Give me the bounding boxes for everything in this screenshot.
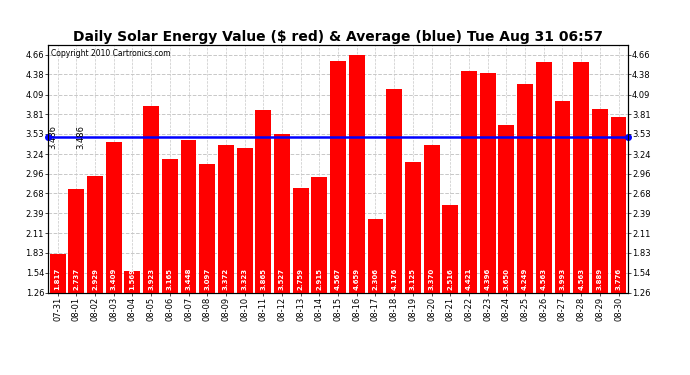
Bar — [498, 125, 514, 292]
Bar — [592, 109, 608, 292]
Title: Daily Solar Energy Value ($ red) & Average (blue) Tue Aug 31 06:57: Daily Solar Energy Value ($ red) & Avera… — [73, 30, 603, 44]
Text: 3.409: 3.409 — [110, 267, 117, 290]
Text: 3.527: 3.527 — [279, 268, 285, 290]
Text: 3.125: 3.125 — [410, 268, 416, 290]
Text: 2.929: 2.929 — [92, 268, 98, 290]
Text: 3.097: 3.097 — [204, 267, 210, 290]
Bar — [611, 117, 627, 292]
Text: 4.396: 4.396 — [484, 267, 491, 290]
Text: 3.889: 3.889 — [597, 267, 603, 290]
Text: 4.659: 4.659 — [354, 268, 359, 290]
Text: 3.776: 3.776 — [615, 268, 622, 290]
Text: 4.176: 4.176 — [391, 267, 397, 290]
Text: 2.516: 2.516 — [447, 268, 453, 290]
Bar — [480, 73, 495, 292]
Text: 3.370: 3.370 — [428, 267, 435, 290]
Bar — [50, 254, 66, 292]
Bar — [124, 271, 140, 292]
Text: 3.993: 3.993 — [560, 267, 566, 290]
Text: 3.865: 3.865 — [260, 268, 266, 290]
Bar — [144, 106, 159, 292]
Bar — [255, 110, 271, 292]
Bar — [181, 140, 197, 292]
Text: 1.817: 1.817 — [55, 267, 61, 290]
Bar — [405, 162, 421, 292]
Bar — [199, 164, 215, 292]
Bar — [368, 219, 384, 292]
Bar — [87, 176, 103, 292]
Text: 2.306: 2.306 — [373, 268, 379, 290]
Text: 2.915: 2.915 — [317, 268, 322, 290]
Text: 3.923: 3.923 — [148, 268, 154, 290]
Text: 3.486: 3.486 — [48, 125, 57, 149]
Bar — [293, 188, 308, 292]
Bar — [106, 142, 121, 292]
Bar — [237, 148, 253, 292]
Bar — [274, 134, 290, 292]
Text: 3.650: 3.650 — [504, 268, 509, 290]
Bar — [536, 62, 552, 292]
Text: 4.567: 4.567 — [335, 268, 341, 290]
Text: 4.249: 4.249 — [522, 267, 528, 290]
Bar — [218, 145, 234, 292]
Text: 3.486: 3.486 — [77, 125, 86, 149]
Text: 4.563: 4.563 — [541, 268, 546, 290]
Bar — [162, 159, 178, 292]
Text: 2.737: 2.737 — [73, 268, 79, 290]
Text: 3.372: 3.372 — [223, 268, 229, 290]
Text: 4.421: 4.421 — [466, 267, 472, 290]
Text: 3.165: 3.165 — [167, 268, 172, 290]
Bar — [386, 88, 402, 292]
Bar — [424, 145, 440, 292]
Bar — [461, 72, 477, 292]
Bar — [573, 62, 589, 292]
Bar — [442, 205, 458, 292]
Text: 3.323: 3.323 — [241, 268, 248, 290]
Bar — [517, 84, 533, 292]
Bar — [555, 101, 571, 292]
Bar — [311, 177, 327, 292]
Text: 2.759: 2.759 — [297, 268, 304, 290]
Text: 4.563: 4.563 — [578, 268, 584, 290]
Bar — [68, 189, 84, 292]
Text: Copyright 2010 Cartronics.com: Copyright 2010 Cartronics.com — [51, 49, 170, 58]
Text: 1.569: 1.569 — [130, 268, 135, 290]
Bar — [330, 61, 346, 292]
Text: 3.448: 3.448 — [186, 267, 192, 290]
Bar — [349, 55, 365, 292]
